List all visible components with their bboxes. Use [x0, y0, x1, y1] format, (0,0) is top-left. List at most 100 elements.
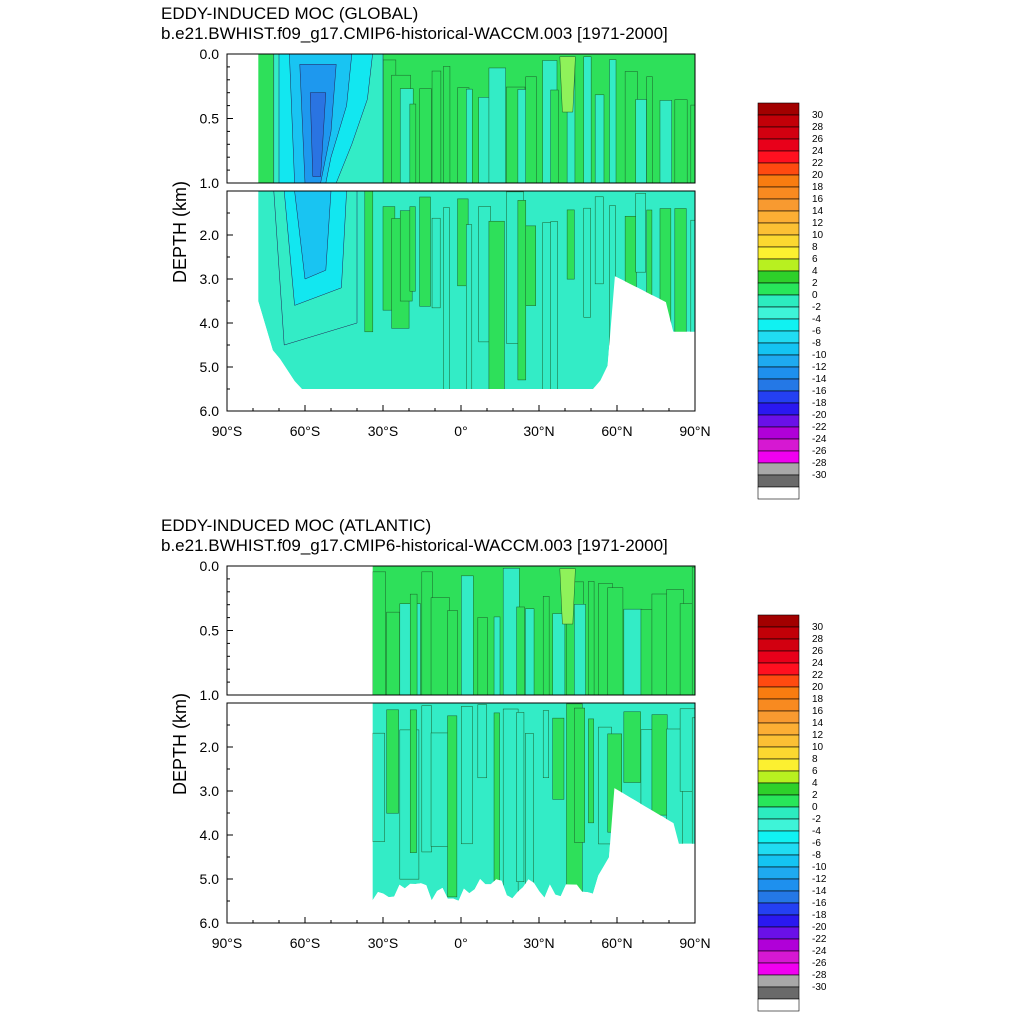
colorbar-swatch	[757, 818, 800, 832]
contour-band	[674, 99, 688, 183]
colorbar-label: 0	[812, 290, 818, 301]
colorbar-swatch	[757, 782, 800, 796]
contour-band	[430, 732, 449, 847]
land-mask	[227, 703, 373, 923]
contour-band	[583, 56, 592, 183]
colorbar-label: 6	[812, 766, 818, 777]
contour-band	[447, 610, 458, 695]
colorbar-label: -18	[812, 398, 827, 409]
colorbar-swatch	[757, 174, 800, 188]
colorbar-label: -2	[812, 302, 821, 313]
colorbar-label: -18	[812, 910, 827, 921]
positive-patch	[559, 56, 576, 113]
contour-band	[419, 196, 431, 307]
contour-band	[552, 717, 565, 800]
colorbar-label: -22	[812, 934, 827, 945]
colorbar-label: -12	[812, 874, 827, 885]
colorbar-label: -30	[812, 470, 827, 481]
contour-band	[372, 732, 385, 842]
colorbar-swatch	[757, 198, 800, 212]
y-axis-label: DEPTH (km)	[170, 181, 190, 283]
colorbar-label: 16	[812, 194, 824, 205]
contour-band	[651, 714, 668, 816]
y-tick-label: 2.0	[200, 739, 220, 755]
colorbar-label: 18	[812, 182, 824, 193]
colorbar-label: -26	[812, 446, 827, 457]
contour-band	[607, 587, 624, 695]
colorbar-label: -6	[812, 326, 821, 337]
contour-band	[609, 59, 617, 183]
colorbar-label: 16	[812, 706, 824, 717]
chart-title: EDDY-INDUCED MOC (ATLANTIC)	[161, 516, 432, 535]
atlantic-moc-panel: EDDY-INDUCED MOC (ATLANTIC) b.e21.BWHIST…	[0, 512, 1024, 1024]
colorbar-swatch	[757, 294, 800, 308]
contour-band	[583, 207, 591, 318]
colorbar-label: 0	[812, 802, 818, 813]
x-tick-label: 90°S	[212, 423, 243, 439]
seafloor-mask	[227, 389, 695, 411]
contour-band	[409, 593, 418, 695]
colorbar-swatch	[757, 866, 800, 880]
colorbar-label: 14	[812, 206, 824, 217]
x-tick-label: 60°S	[290, 423, 321, 439]
contour-band	[477, 617, 488, 695]
contour-band	[516, 606, 525, 695]
y-tick-label: 4.0	[200, 315, 220, 331]
chart-title: EDDY-INDUCED MOC (GLOBAL)	[161, 4, 419, 23]
positive-patch	[559, 568, 576, 625]
colorbar-swatch	[757, 222, 800, 236]
contour-band	[477, 704, 487, 779]
colorbar-label: 4	[812, 266, 818, 277]
colorbar-label: 28	[812, 122, 824, 133]
colorbar-swatch	[757, 162, 800, 176]
contour-band	[542, 596, 550, 695]
land-mask	[227, 191, 259, 411]
y-tick-label: 6.0	[200, 915, 220, 931]
x-tick-label: 30°N	[523, 935, 554, 951]
colorbar-label: 12	[812, 730, 824, 741]
colorbar-swatch	[757, 138, 800, 152]
colorbar-swatch	[757, 318, 800, 332]
colorbar-swatch	[757, 438, 800, 452]
x-tick-label: 30°S	[368, 423, 399, 439]
contour-band	[594, 94, 605, 183]
y-tick-label: 3.0	[200, 783, 220, 799]
colorbar-swatch	[757, 650, 800, 664]
colorbar-swatch	[757, 378, 800, 392]
colorbar-swatch	[757, 638, 800, 652]
colorbar-swatch	[757, 402, 800, 416]
contour-band	[574, 707, 585, 843]
colorbar-swatch	[757, 854, 800, 868]
contour-band	[466, 224, 473, 391]
y-tick-label: 5.0	[200, 871, 220, 887]
contour-band	[635, 99, 647, 183]
colorbar: 302826242220181614121086420-2-4-6-8-10-1…	[757, 102, 827, 500]
colorbar-swatch	[757, 998, 800, 1012]
deep-ocean-field	[227, 191, 695, 411]
colorbar-label: -14	[812, 886, 827, 897]
contour-band	[466, 88, 473, 183]
contour-band	[691, 566, 695, 695]
colorbar-swatch	[757, 794, 800, 808]
contour-band	[461, 575, 474, 695]
y-tick-label: 4.0	[200, 827, 220, 843]
colorbar-swatch	[757, 938, 800, 952]
contour-band	[386, 709, 399, 814]
colorbar-label: 26	[812, 134, 824, 145]
colorbar-swatch	[757, 686, 800, 700]
contour-band	[594, 196, 604, 285]
contour-band	[690, 104, 695, 183]
upper-ocean-field	[227, 566, 695, 695]
contour-band	[623, 608, 643, 695]
colorbar-label: -2	[812, 814, 821, 825]
colorbar-swatch	[757, 710, 800, 724]
colorbar-label: 24	[812, 146, 824, 157]
colorbar-swatch	[757, 462, 800, 476]
x-tick-label: 30°N	[523, 423, 554, 439]
contour-band	[659, 100, 673, 183]
deep-ocean-field	[227, 703, 695, 923]
contour-band	[516, 712, 525, 882]
contour-band	[542, 710, 549, 779]
contour-band	[517, 89, 527, 183]
